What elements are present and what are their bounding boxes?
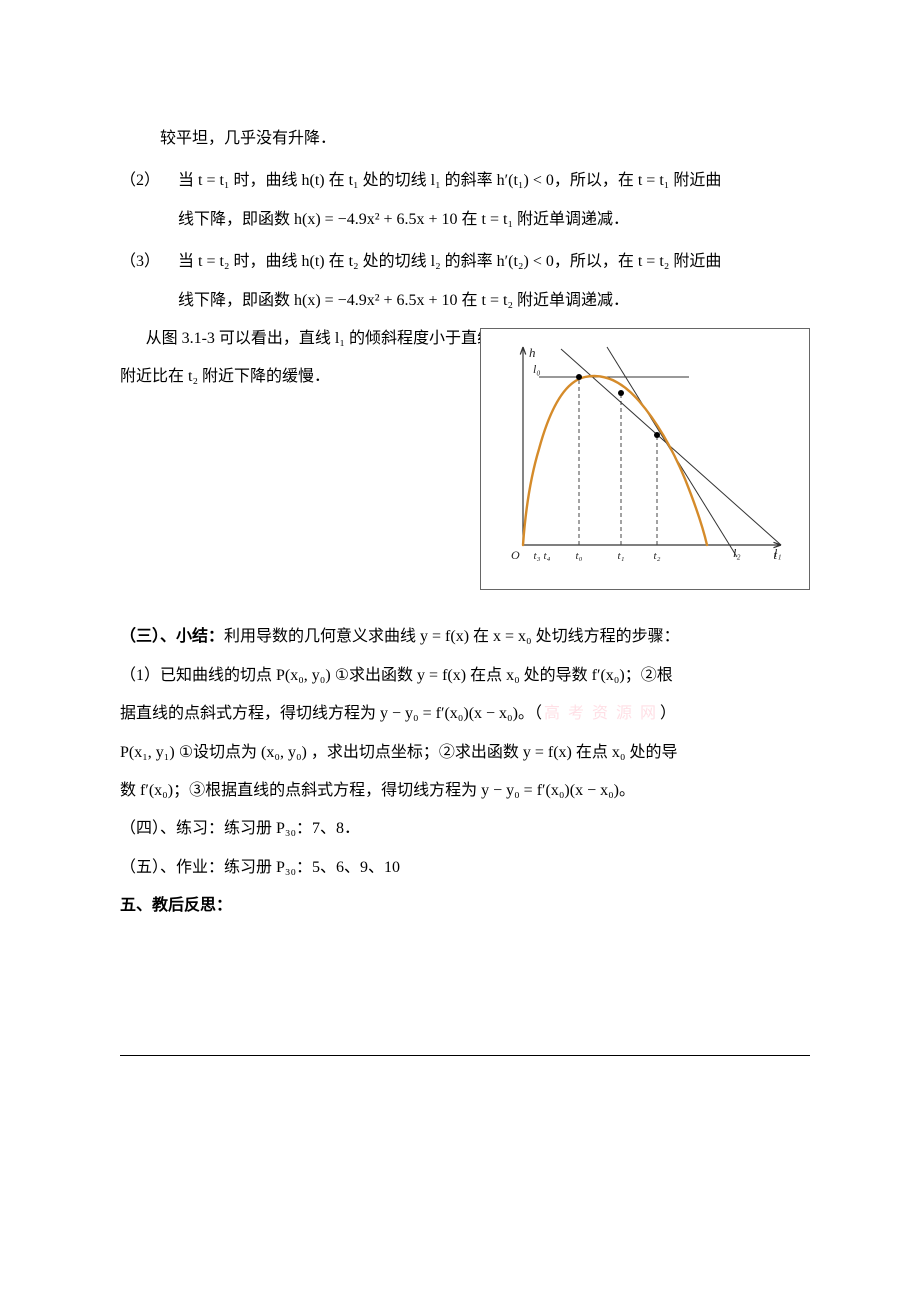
section-3-heading: （三）、小结： xyxy=(120,628,224,645)
svg-text:l₀: l₀ xyxy=(533,362,541,376)
section-3-p1b: 据直线的点斜式方程，得切线方程为 y − y₀ = f′(x₀)(x − x₀)… xyxy=(120,705,542,722)
figure-paragraph-b: 附近比在 t₂ 附近下降的缓慢． xyxy=(120,358,468,396)
item-3-number: （3） xyxy=(120,243,178,320)
svg-text:t₃: t₃ xyxy=(534,550,541,562)
footer-rule xyxy=(120,1055,810,1056)
figure-svg: htOt₃t₄t₀t₁t₂l₀l₁l₂ xyxy=(489,339,789,579)
section-5: （五）、作业：练习册 P₃₀：5、6、9、10 xyxy=(120,849,810,887)
item-2: （2） 当 t = t₁ 时，曲线 h(t) 在 t₁ 处的切线 l₁ 的斜率 … xyxy=(120,162,810,239)
svg-text:t₀: t₀ xyxy=(576,550,583,562)
item-2-line-b: 线下降，即函数 h(x) = −4.9x² + 6.5x + 10 在 t = … xyxy=(178,201,810,239)
watermark-text: 高 考 资 源 网 xyxy=(542,695,660,733)
item-2-line-a: 当 t = t₁ 时，曲线 h(t) 在 t₁ 处的切线 l₁ 的斜率 h′(t… xyxy=(178,162,810,200)
svg-text:O: O xyxy=(511,548,520,562)
section-3-tail: 利用导数的几何意义求曲线 y = f(x) 在 x = x₀ 处切线方程的步骤： xyxy=(224,628,680,645)
item-2-number: （2） xyxy=(120,162,178,239)
intro-line: 较平坦，几乎没有升降． xyxy=(160,120,810,158)
svg-text:h: h xyxy=(529,345,536,360)
svg-text:l₂: l₂ xyxy=(733,546,741,560)
figure-row: 附近比在 t₂ 附近下降的缓慢． htOt₃t₄t₀t₁t₂l₀l₁l₂ xyxy=(120,358,810,590)
section-4: （四）、练习：练习册 P₃₀：7、8． xyxy=(120,810,810,848)
item-3-line-a: 当 t = t₂ 时，曲线 h(t) 在 t₂ 处的切线 l₂ 的斜率 h′(t… xyxy=(178,243,810,281)
section-3-heading-line: （三）、小结：利用导数的几何意义求曲线 y = f(x) 在 x = x₀ 处切… xyxy=(120,618,810,656)
figure-box: htOt₃t₄t₀t₁t₂l₀l₁l₂ xyxy=(480,328,810,590)
section-3-p1b-line: 据直线的点斜式方程，得切线方程为 y − y₀ = f′(x₀)(x − x₀)… xyxy=(120,695,810,733)
section-reflection-heading: 五、教后反思： xyxy=(120,887,810,925)
section-3-p2b: 数 f′(x₀)；③根据直线的点斜式方程，得切线方程为 y − y₀ = f′(… xyxy=(120,772,810,810)
section-3-p2a: P(x₁, y₁) ①设切点为 (x₀, y₀) ，求出切点坐标；②求出函数 y… xyxy=(120,734,810,772)
svg-text:t₁: t₁ xyxy=(618,550,625,562)
section-3-p1b-close: ） xyxy=(660,705,676,722)
item-3-line-b: 线下降，即函数 h(x) = −4.9x² + 6.5x + 10 在 t = … xyxy=(178,282,810,320)
svg-text:l₁: l₁ xyxy=(774,546,782,560)
svg-text:t₄: t₄ xyxy=(544,550,551,562)
item-3: （3） 当 t = t₂ 时，曲线 h(t) 在 t₂ 处的切线 l₂ 的斜率 … xyxy=(120,243,810,320)
section-3-p1a: （1）已知曲线的切点 P(x₀, y₀) ①求出函数 y = f(x) 在点 x… xyxy=(120,657,810,695)
document-page: 较平坦，几乎没有升降． （2） 当 t = t₁ 时，曲线 h(t) 在 t₁ … xyxy=(0,0,920,985)
svg-text:t₂: t₂ xyxy=(654,550,661,562)
spacer xyxy=(120,590,810,618)
